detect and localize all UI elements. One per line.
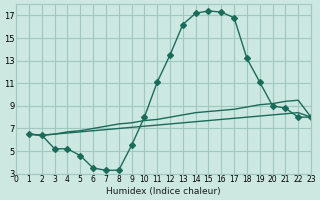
X-axis label: Humidex (Indice chaleur): Humidex (Indice chaleur) <box>106 187 221 196</box>
